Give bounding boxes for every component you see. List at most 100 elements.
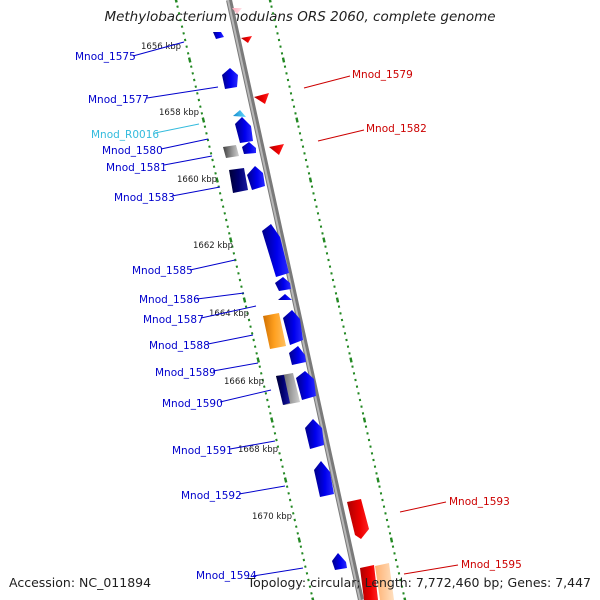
gene-label-mnod-1582[interactable]: Mnod_1582 bbox=[366, 123, 427, 135]
scale-tick bbox=[282, 472, 286, 475]
scale-tick bbox=[234, 258, 237, 262]
scale-tick bbox=[246, 312, 249, 315]
scale-label: 1670 kbp bbox=[252, 512, 292, 522]
scale-tick bbox=[296, 532, 299, 535]
scale-tick bbox=[258, 365, 261, 368]
scale-tick bbox=[203, 125, 207, 128]
gene-label-mnod-1587[interactable]: Mnod_1587 bbox=[143, 314, 204, 326]
scale-tick bbox=[269, 412, 272, 415]
gene-label-mnod-1581[interactable]: Mnod_1581 bbox=[106, 162, 167, 174]
gene-label-mnod-1586[interactable]: Mnod_1586 bbox=[139, 294, 200, 306]
scale-tick bbox=[263, 385, 266, 388]
scale-label: 1668 kbp bbox=[238, 445, 278, 455]
scale-tick bbox=[268, 0, 272, 3]
gene-label-mnod-1590[interactable]: Mnod_1590 bbox=[162, 398, 223, 410]
gene-label-mnod-1591[interactable]: Mnod_1591 bbox=[172, 445, 233, 457]
scale-tick bbox=[232, 252, 236, 255]
gene-feature bbox=[305, 419, 324, 449]
scale-tick bbox=[322, 237, 326, 243]
scale-tick bbox=[211, 158, 214, 162]
scale-tick bbox=[240, 285, 243, 288]
scale-tick bbox=[283, 477, 288, 483]
scale-tick bbox=[261, 378, 264, 382]
scale-tick bbox=[185, 45, 188, 48]
scale-tick bbox=[180, 25, 184, 28]
gene-leader-line bbox=[303, 75, 351, 89]
scale-tick bbox=[287, 492, 290, 495]
gene-feature bbox=[278, 294, 292, 300]
scale-tick bbox=[179, 18, 182, 22]
gene-leader-line bbox=[212, 362, 259, 372]
gene-feature bbox=[332, 553, 347, 570]
gene-leader-line bbox=[399, 501, 447, 513]
scale-label: 1662 kbp bbox=[193, 241, 233, 251]
scale-tick bbox=[177, 12, 181, 15]
gene-leader-line bbox=[160, 138, 209, 150]
gene-label-mnod-1593[interactable]: Mnod_1593 bbox=[449, 496, 510, 508]
gene-label-mnod-1592[interactable]: Mnod_1592 bbox=[181, 490, 242, 502]
gene-label-mnod-1594[interactable]: Mnod_1594 bbox=[196, 570, 257, 582]
scale-tick bbox=[255, 352, 258, 355]
scale-tick bbox=[186, 52, 190, 55]
scale-label: 1656 kbp bbox=[141, 42, 181, 52]
scale-tick bbox=[266, 398, 269, 402]
scale-tick bbox=[297, 537, 302, 543]
scale-tick bbox=[292, 512, 295, 515]
scale-label: 1658 kbp bbox=[159, 108, 199, 118]
scale-label: 1666 kbp bbox=[224, 377, 264, 387]
scale-tick bbox=[183, 38, 187, 42]
gene-label-mnod-1589[interactable]: Mnod_1589 bbox=[155, 367, 216, 379]
scale-tick bbox=[214, 172, 217, 175]
gene-leader-line bbox=[317, 129, 365, 142]
gene-label-mnod-r0016[interactable]: Mnod_R0016 bbox=[91, 129, 159, 141]
scale-tick bbox=[308, 177, 313, 183]
scale-tick bbox=[231, 245, 234, 248]
gene-label-mnod-1583[interactable]: Mnod_1583 bbox=[114, 192, 175, 204]
gene-leader-line bbox=[229, 440, 276, 450]
gene-leader-line bbox=[154, 123, 200, 134]
scale-tick bbox=[278, 452, 281, 455]
scale-tick bbox=[187, 57, 192, 63]
gene-label-mnod-1580[interactable]: Mnod_1580 bbox=[102, 145, 163, 157]
gene-feature bbox=[276, 375, 290, 405]
scale-tick bbox=[276, 445, 280, 448]
gene-feature bbox=[296, 371, 316, 400]
gene-leader-line bbox=[252, 567, 304, 577]
scale-tick bbox=[229, 237, 233, 243]
gene-label-mnod-1577[interactable]: Mnod_1577 bbox=[88, 94, 149, 106]
scale-tick bbox=[295, 525, 298, 528]
gene-label-mnod-1579[interactable]: Mnod_1579 bbox=[352, 69, 413, 81]
scale-tick bbox=[304, 565, 307, 568]
scale-tick bbox=[220, 198, 223, 202]
scale-tick bbox=[244, 305, 248, 308]
scale-tick bbox=[176, 5, 179, 8]
gene-label-mnod-1595[interactable]: Mnod_1595 bbox=[461, 559, 522, 571]
gene-feature bbox=[229, 168, 248, 193]
scale-tick bbox=[307, 578, 310, 582]
scale-tick bbox=[205, 132, 208, 135]
gene-label-mnod-1588[interactable]: Mnod_1588 bbox=[149, 340, 210, 352]
scale-tick bbox=[238, 278, 242, 282]
scale-labels: 1656 kbp 1658 kbp 1660 kbp 1662 kbp 1664… bbox=[141, 42, 292, 522]
gene-feature bbox=[232, 8, 242, 14]
gene-feature bbox=[223, 145, 239, 158]
gene-feature bbox=[235, 117, 253, 143]
scale-tick bbox=[215, 177, 219, 183]
scale-tick bbox=[247, 318, 251, 322]
scale-tick bbox=[252, 338, 255, 342]
gene-feature bbox=[254, 93, 269, 104]
scale-tick bbox=[182, 32, 185, 35]
scale-tick bbox=[191, 72, 194, 75]
gene-feature bbox=[347, 499, 369, 539]
gene-feature bbox=[375, 563, 394, 600]
scale-tick bbox=[242, 297, 247, 303]
gene-label-mnod-1575[interactable]: Mnod_1575 bbox=[75, 51, 136, 63]
scale-tick bbox=[290, 505, 293, 508]
gene-label-mnod-1585[interactable]: Mnod_1585 bbox=[132, 265, 193, 277]
gene-leader-line bbox=[163, 155, 213, 166]
gene-leader-line bbox=[403, 564, 459, 575]
gene-features bbox=[213, 8, 394, 600]
gene-feature bbox=[289, 346, 306, 365]
scale-tick bbox=[305, 572, 309, 575]
